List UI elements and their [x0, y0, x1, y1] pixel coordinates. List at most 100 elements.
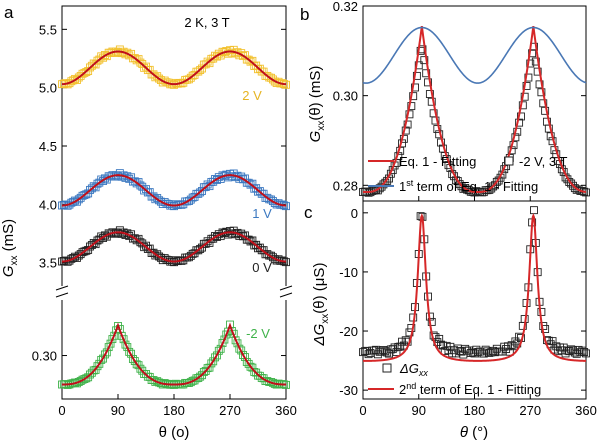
panel-a-letter: a: [4, 3, 14, 22]
panel-b-series: [359, 26, 590, 197]
legend-label-data-b: -2 V, 3 T: [519, 154, 567, 169]
panel-c-second-term-fit: [362, 213, 587, 362]
legend-swatch-data-c: [382, 363, 392, 373]
data-point: [425, 90, 434, 98]
data-point: [433, 125, 442, 134]
data-point: [518, 101, 527, 110]
panel-a-ylabel-unit: (mS): [0, 219, 17, 256]
data-point: [403, 120, 412, 129]
panel-b-ylabel: Gxx(θ) (mS): [307, 66, 327, 143]
data-point: [220, 335, 229, 344]
panel-b-first-term-fit: [362, 26, 587, 84]
series-0-markers: [58, 45, 290, 89]
panel-a-ylabel: Gxx (mS): [0, 219, 20, 277]
data-point: [530, 206, 538, 215]
panel-a-series: [58, 45, 290, 389]
data-point: [231, 336, 240, 345]
data-point: [582, 188, 590, 197]
panel-b-data-markers: [359, 42, 590, 197]
series-label-2v: 2 V: [242, 88, 262, 103]
panel-a-xtick-label: 270: [219, 403, 241, 418]
data-point: [539, 99, 548, 108]
data-point: [409, 92, 418, 101]
panel-c-data-markers: [359, 206, 590, 359]
series-3-fit: [62, 322, 286, 386]
panel-c-legend: ΔGxx 2nd term of Eq. 1 - Fitting: [368, 361, 541, 397]
panel-c-series: [359, 206, 590, 362]
panel-a-ticks: 0 90 180 270 360 3.5 4.0 4.5 5.0 5.5 0.30: [32, 22, 297, 418]
data-point: [427, 97, 436, 106]
panel-a-xtick-label: 360: [275, 403, 297, 418]
data-point: [537, 88, 546, 97]
data-point: [528, 49, 537, 58]
series-2-fit: [61, 231, 287, 263]
series-1-fit: [61, 174, 287, 207]
legend-data-c-sub: xx: [418, 368, 429, 378]
panel-c-ylabel: ΔGxx(θ) (μS): [311, 263, 331, 347]
panel-c-xtick-label: 0: [359, 403, 366, 418]
data-point: [216, 344, 225, 353]
panel-a-axis-break-right: [279, 285, 293, 298]
data-point: [119, 335, 128, 344]
data-point: [522, 81, 531, 90]
panel-c-ylabel-main: ΔG: [311, 323, 328, 346]
data-point: [513, 127, 522, 136]
legend-first-term-rest: term of Eq. 1 - Fitting: [417, 179, 538, 194]
data-point: [431, 116, 440, 125]
data-point: [411, 83, 419, 92]
data-point: [517, 112, 525, 121]
panel-c-xtick-label: 90: [412, 403, 426, 418]
data-point: [422, 69, 431, 78]
panel-a-xtick-label: 180: [163, 403, 185, 418]
panel-b-ytick-label: 0.32: [333, 0, 358, 14]
panel-a-upper-ytick-label: 3.5: [39, 256, 57, 271]
data-point: [420, 56, 429, 65]
legend-second-term-prefix: 2: [399, 382, 406, 397]
panel-a-corner-note: 2 K, 3 T: [184, 15, 229, 30]
legend-label-data-c: ΔGxx: [399, 361, 428, 378]
legend-label-eq1-fit: Eq. 1 - Fitting: [399, 154, 476, 169]
panel-c-ytick-label: -10: [339, 265, 358, 280]
panel-b-ylabel-unit: (θ) (mS): [307, 66, 324, 121]
panel-c-frame: [362, 200, 587, 400]
data-point: [535, 80, 544, 89]
series-2-markers: [58, 226, 290, 267]
data-point: [582, 349, 590, 358]
data-point: [414, 61, 423, 70]
panel-a-lower-ytick-label: 0.30: [32, 349, 57, 364]
panel-a-ylabel-sub: xx: [9, 256, 20, 266]
panel-b-ylabel-main: G: [307, 130, 324, 142]
legend-first-term-sup: st: [406, 178, 414, 188]
legend-swatch-data-b: [504, 156, 514, 166]
legend-second-term-sup: nd: [406, 381, 416, 391]
panel-a-axis-break-left: [55, 285, 69, 298]
series-label-0v: 0 V: [252, 260, 272, 275]
panel-a-xtick-label: 0: [58, 403, 65, 418]
panel-a-ylabel-main: G: [0, 265, 17, 277]
series-label-1v: 1 V: [252, 206, 272, 221]
panel-b-legend: Eq. 1 - Fitting -2 V, 3 T 1st term of Eq…: [368, 154, 567, 194]
panel-a-upper-ytick-label: 4.0: [39, 197, 57, 212]
data-point: [580, 348, 589, 356]
panel-c-ytick-label: -20: [339, 324, 358, 339]
legend-label-second-term: 2nd term of Eq. 1 - Fitting: [399, 381, 541, 397]
panel-a: 0 90 180 270 360 3.5 4.0 4.5 5.0 5.5 0.30 2 K, 3 T…: [0, 5, 297, 441]
data-point: [427, 317, 436, 326]
data-point: [110, 331, 119, 340]
data-point: [520, 92, 529, 101]
panel-c-ylabel-sub: xx: [320, 314, 331, 324]
panel-b-letter: b: [300, 5, 309, 24]
panel-c-xlabel: θ (°): [460, 424, 488, 441]
panel-a-upper-ytick-label: 4.5: [39, 139, 57, 154]
panel-c-ylabel-unit: (θ) (μS): [311, 263, 328, 314]
series-0-fit: [61, 50, 287, 86]
panel-c-ytick-label: 0: [351, 206, 358, 221]
panel-c-xlabel-main: θ: [460, 424, 468, 441]
panel-b: 0.28 0.30 0.32 Gxx(θ) (mS) Eq. 1 - Fitting…: [307, 0, 590, 202]
data-point: [526, 59, 535, 68]
series-label-minus2v: -2 V: [246, 326, 270, 341]
data-point: [106, 339, 115, 348]
panel-c-xlabel-unit: (°): [468, 424, 488, 441]
panel-b-ytick-label: 0.28: [333, 178, 358, 193]
